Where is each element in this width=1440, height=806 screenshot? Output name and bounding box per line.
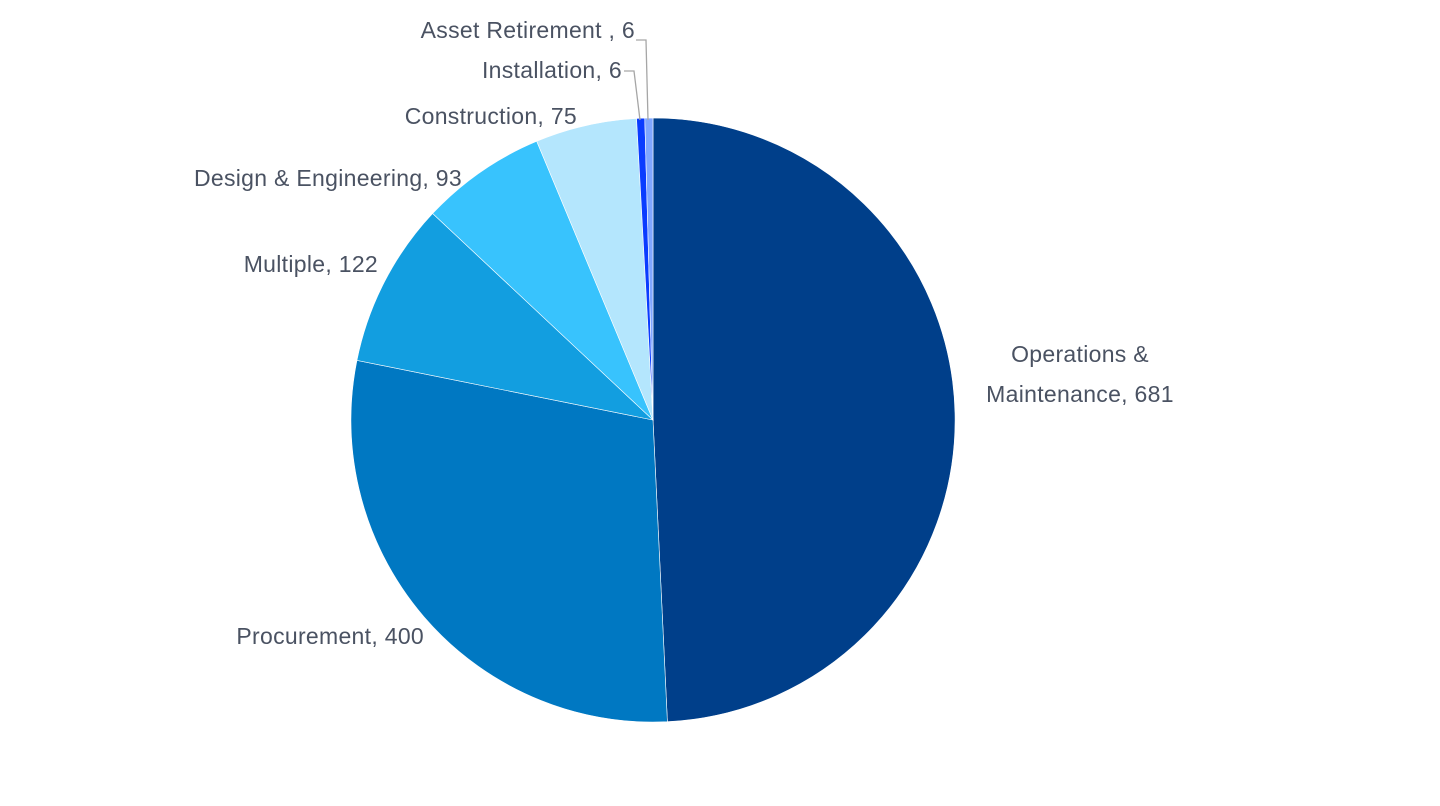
pie-slice-asset-retirement — [644, 117, 654, 421]
pie-slices — [350, 117, 956, 723]
leader-line-asset-retirement — [636, 39, 649, 121]
data-label-installation: Installation, 6 — [481, 57, 622, 83]
data-label-design-engineering: Design & Engineering, 93 — [193, 165, 462, 191]
data-label-procurement: Procurement, 400 — [236, 623, 424, 649]
leader-lines — [624, 39, 649, 121]
data-label-om-line2: Maintenance, 681 — [986, 381, 1174, 407]
pie-slice-procurement — [350, 360, 668, 723]
pie-slice-operations-maintenance — [652, 117, 956, 722]
pie-slice-multiple — [356, 213, 654, 421]
data-label-operations-maintenance: Operations & Maintenance, 681 — [955, 334, 1205, 414]
data-label-om-line1: Operations & — [1011, 341, 1149, 367]
pie-slice-design-engineering — [432, 140, 654, 421]
data-label-asset-retirement: Asset Retirement , 6 — [420, 17, 635, 43]
leader-line-installation — [624, 70, 641, 121]
data-label-construction: Construction, 75 — [404, 103, 577, 129]
data-label-multiple: Multiple, 122 — [243, 251, 378, 277]
